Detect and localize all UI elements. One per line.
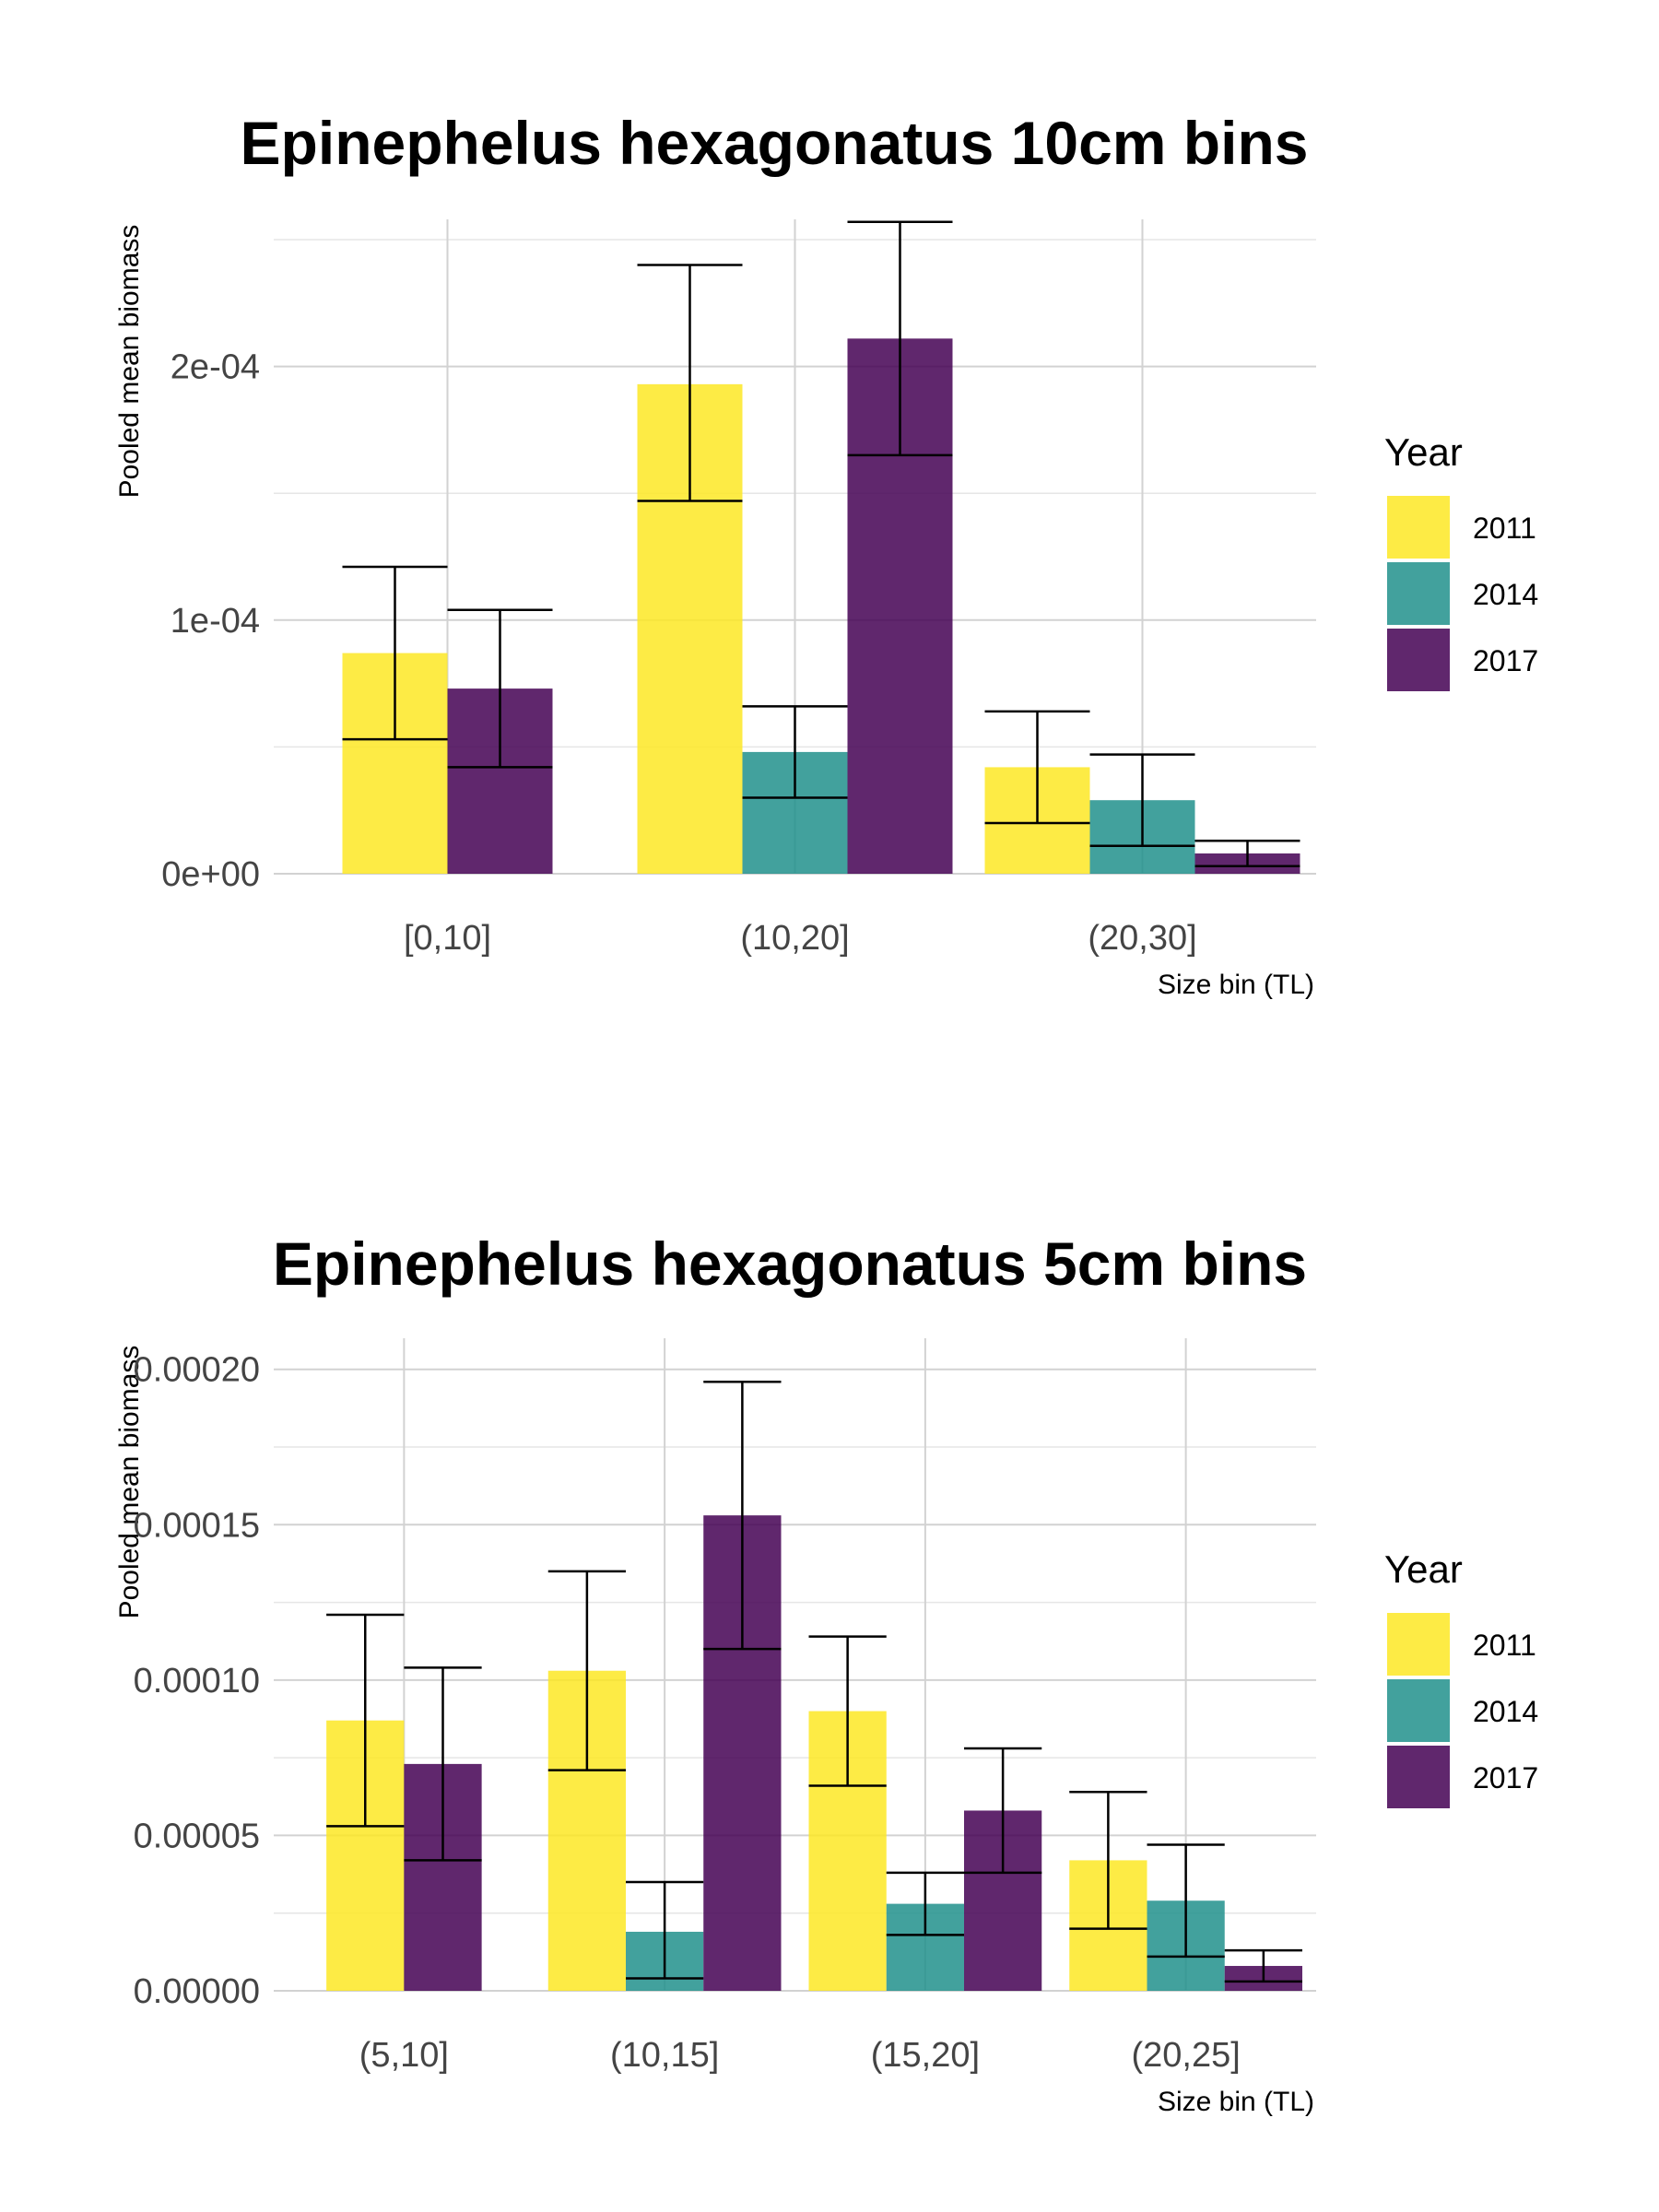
x-tick-label: [0,10] [404,919,491,958]
y-tick-label: 0.00000 [134,1972,260,2011]
y-tick-label: 2e-04 [171,348,260,387]
legend-label: 2011 [1473,1629,1536,1662]
y-tick-label: 0.00010 [134,1662,260,1700]
x-tick-label: (20,30] [1088,919,1196,958]
legend-title: Year [1384,430,1463,474]
legend-swatch [1387,496,1450,559]
x-axis-label: Size bin (TL) [1158,2087,1314,2117]
legend-label: 2014 [1473,1695,1538,1728]
legend: Year 2011 2014 2017 [1384,430,1538,691]
legend-label: 2014 [1473,578,1538,611]
legend-label: 2017 [1473,1761,1538,1794]
x-tick-labels: (5,10] (10,15] (15,20] (20,25] [359,2036,1241,2075]
y-tick-labels: 0e+00 1e-04 2e-04 [161,348,260,894]
y-axis-label: Pooled mean biomass [114,225,145,499]
x-tick-label: (10,15] [610,2036,719,2075]
y-tick-label: 0.00020 [134,1351,260,1390]
legend-swatch [1387,562,1450,625]
legend-swatch [1387,1746,1450,1808]
error-bars [342,220,1300,867]
y-tick-label: 0.00005 [134,1817,260,1855]
legend-label: 2017 [1473,644,1538,677]
x-tick-label: (15,20] [871,2036,980,2075]
y-tick-label: 1e-04 [171,602,260,641]
y-tick-label: 0.00015 [134,1506,260,1545]
legend-label: 2011 [1473,512,1536,545]
x-tick-label: (5,10] [359,2036,449,2075]
legend-title: Year [1384,1547,1463,1591]
chart-panel-5cm: Epinephelus hexagonatus 5cm bins Pooled … [114,1230,1538,2117]
bars [342,338,1300,875]
x-tick-label: (20,25] [1131,2036,1240,2075]
y-tick-label: 0e+00 [161,855,260,894]
chart-title: Epinephelus hexagonatus 10cm bins [241,109,1309,177]
legend-swatch [1387,1679,1450,1742]
error-bars [326,1380,1302,1983]
x-tick-label: (10,20] [740,919,849,958]
x-tick-labels: [0,10] (10,20] (20,30] [404,919,1197,958]
y-axis-label: Pooled mean biomass [114,1346,145,1619]
x-axis-label: Size bin (TL) [1158,970,1314,1000]
legend: Year 2011 2014 2017 [1384,1547,1538,1808]
legend-swatch [1387,629,1450,691]
legend-swatch [1387,1613,1450,1676]
chart-panel-10cm: Epinephelus hexagonatus 10cm bins Pooled… [114,109,1538,1000]
y-tick-labels: 0.00000 0.00005 0.00010 0.00015 0.00020 [134,1351,260,2011]
chart-title: Epinephelus hexagonatus 5cm bins [273,1230,1307,1298]
